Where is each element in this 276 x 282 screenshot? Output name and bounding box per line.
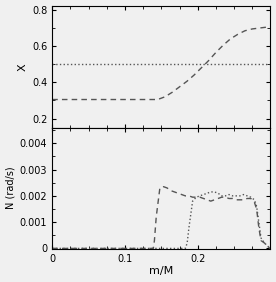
X-axis label: m/M: m/M [149, 266, 173, 276]
Y-axis label: X: X [18, 63, 28, 71]
Y-axis label: N (rad/s): N (rad/s) [6, 167, 15, 210]
